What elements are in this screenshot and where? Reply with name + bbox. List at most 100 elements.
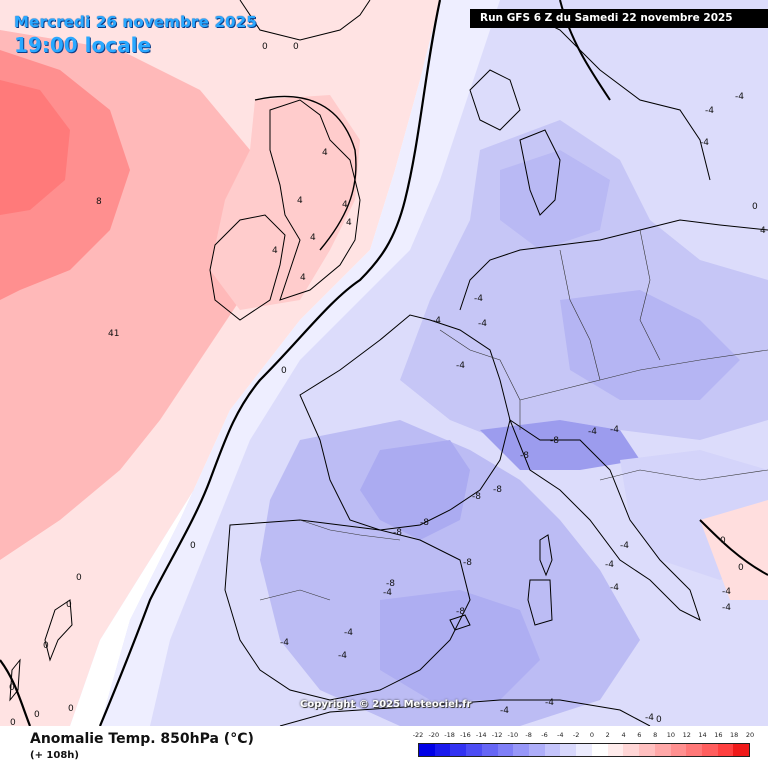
- map-value-label: 8: [96, 197, 102, 207]
- legend-swatch: [686, 744, 702, 756]
- map-title: Anomalie Temp. 850hPa (°C): [30, 731, 254, 747]
- forecast-time: 19:00 locale: [14, 33, 151, 57]
- legend-swatch: [497, 744, 514, 756]
- legend-swatch: [434, 744, 451, 756]
- map-value-label: -8: [472, 492, 481, 502]
- map-value-label: 0: [656, 715, 662, 725]
- map-value-label: 0: [34, 710, 40, 720]
- legend-swatch: [607, 744, 624, 756]
- map-value-label: -4: [474, 294, 483, 304]
- map-value-label: 0: [66, 600, 72, 610]
- map-value-label: 4: [297, 196, 303, 206]
- map-value-label: 0: [68, 704, 74, 714]
- legend-tick-label: 10: [666, 731, 676, 739]
- legend-swatch: [576, 744, 592, 756]
- legend-tick-label: 14: [698, 731, 707, 739]
- map-value-label: -4: [610, 425, 619, 435]
- legend-swatch: [654, 744, 671, 756]
- legend-tick-label: 0: [589, 731, 594, 739]
- legend-labels: -22 -20 -18 -16 -14 -12 -10 -8 -6 -4 -2 0 2 4 6 8 10 12 14…: [413, 731, 754, 743]
- map-value-label: -4: [610, 583, 619, 593]
- map-value-label: 0: [738, 563, 744, 573]
- map-value-label: -4: [280, 638, 289, 648]
- legend-tick-label: 2: [605, 731, 610, 739]
- legend-swatch: [670, 744, 687, 756]
- map-value-label: 0: [293, 42, 299, 52]
- legend-tick-label: -12: [491, 731, 503, 739]
- legend-swatch: [623, 744, 640, 756]
- map-value-label: -4: [645, 713, 654, 723]
- anomaly-map: 0 0 4 4 4 8 4 4 4 4 41 0 0 0 0 0 0 0 0 0 -4 -4 -4 -4 -4 -4 -4 -4 -4-…: [0, 0, 768, 726]
- legend-tick-label: -16: [460, 731, 471, 739]
- legend-tick-label: 4: [621, 731, 626, 739]
- map-value-label: -8: [463, 558, 472, 568]
- map-value-label: -4: [344, 628, 353, 638]
- map-value-label: -8: [456, 607, 465, 617]
- legend-swatch: [481, 744, 498, 756]
- map-value-label: -4: [605, 560, 614, 570]
- map-value-label: 41: [108, 329, 119, 339]
- legend-swatch: [717, 744, 734, 756]
- map-value-label: 4: [300, 273, 306, 283]
- legend-tick-label: -22: [412, 731, 424, 739]
- legend-tick-label: 12: [682, 731, 691, 739]
- map-value-label: 0: [43, 641, 49, 651]
- legend-swatch: [701, 744, 718, 756]
- legend-tick-label: -14: [475, 731, 487, 739]
- map-value-label: -4: [722, 587, 731, 597]
- legend-tick-label: -4: [557, 731, 564, 739]
- map-value-label: 0: [262, 42, 268, 52]
- map-value-label: 4: [272, 246, 278, 256]
- legend-color-bar: [418, 743, 750, 757]
- legend-tick-label: 20: [745, 731, 755, 739]
- map-value-label: 0: [190, 541, 196, 551]
- map-value-label: 0: [10, 718, 16, 726]
- footer: Anomalie Temp. 850hPa (°C) (+ 108h) -22-…: [0, 726, 768, 768]
- legend-swatch: [513, 744, 530, 756]
- legend-tick-label: -18: [444, 731, 455, 739]
- map-value-label: -8: [393, 528, 402, 538]
- legend-swatch: [733, 744, 750, 756]
- map-value-label: -4: [735, 92, 744, 102]
- map-value-label: 4: [322, 148, 328, 158]
- map-value-label: 4: [342, 200, 348, 210]
- map-value-label: -4: [722, 603, 731, 613]
- legend-swatch: [450, 744, 467, 756]
- map-value-label: -4: [588, 427, 597, 437]
- map-value-label: -8: [520, 451, 529, 461]
- map-value-label: -8: [550, 436, 559, 446]
- map-value-label: -4: [432, 316, 441, 326]
- map-value-label: -4: [456, 361, 465, 371]
- model-run-banner: Run GFS 6 Z du Samedi 22 novembre 2025: [470, 9, 768, 28]
- legend-tick-label: -20: [428, 731, 440, 739]
- map-value-label: -4: [700, 138, 709, 148]
- map-value-label: 0: [752, 202, 758, 212]
- copyright-notice: Copyright © 2025 Meteociel.fr: [300, 699, 472, 710]
- legend-tick-label: 18: [730, 731, 739, 739]
- legend-tick-label: -10: [507, 731, 519, 739]
- map-value-label: -4: [620, 541, 629, 551]
- map-value-label: 4: [346, 218, 352, 228]
- legend-tick-label: 6: [637, 731, 642, 739]
- map-value-label: -4: [705, 106, 714, 116]
- map-value-label: -4: [383, 588, 392, 598]
- map-value-label: -8: [493, 485, 502, 495]
- legend-swatch: [560, 744, 577, 756]
- color-legend: -22 -20 -18 -16 -14 -12 -10 -8 -6 -4 -2 0 2 4 6 8 10 12 14…: [413, 731, 754, 763]
- legend-swatch: [419, 744, 435, 756]
- legend-tick-label: -6: [541, 731, 548, 739]
- forecast-date: Mercredi 26 novembre 2025: [14, 13, 258, 31]
- map-value-label: 0: [281, 366, 287, 376]
- map-value-label: -4: [478, 319, 487, 329]
- legend-tick-label: 8: [653, 731, 658, 739]
- legend-swatch: [529, 744, 545, 756]
- map-value-label: 0: [720, 536, 726, 546]
- legend-swatch: [466, 744, 482, 756]
- legend-tick-label: -8: [525, 731, 532, 739]
- map-value-label: -4: [338, 651, 347, 661]
- legend-swatch: [544, 744, 561, 756]
- map-value-label: 0: [76, 573, 82, 583]
- map-value-label: -8: [386, 579, 395, 589]
- legend-tick-label: 16: [714, 731, 723, 739]
